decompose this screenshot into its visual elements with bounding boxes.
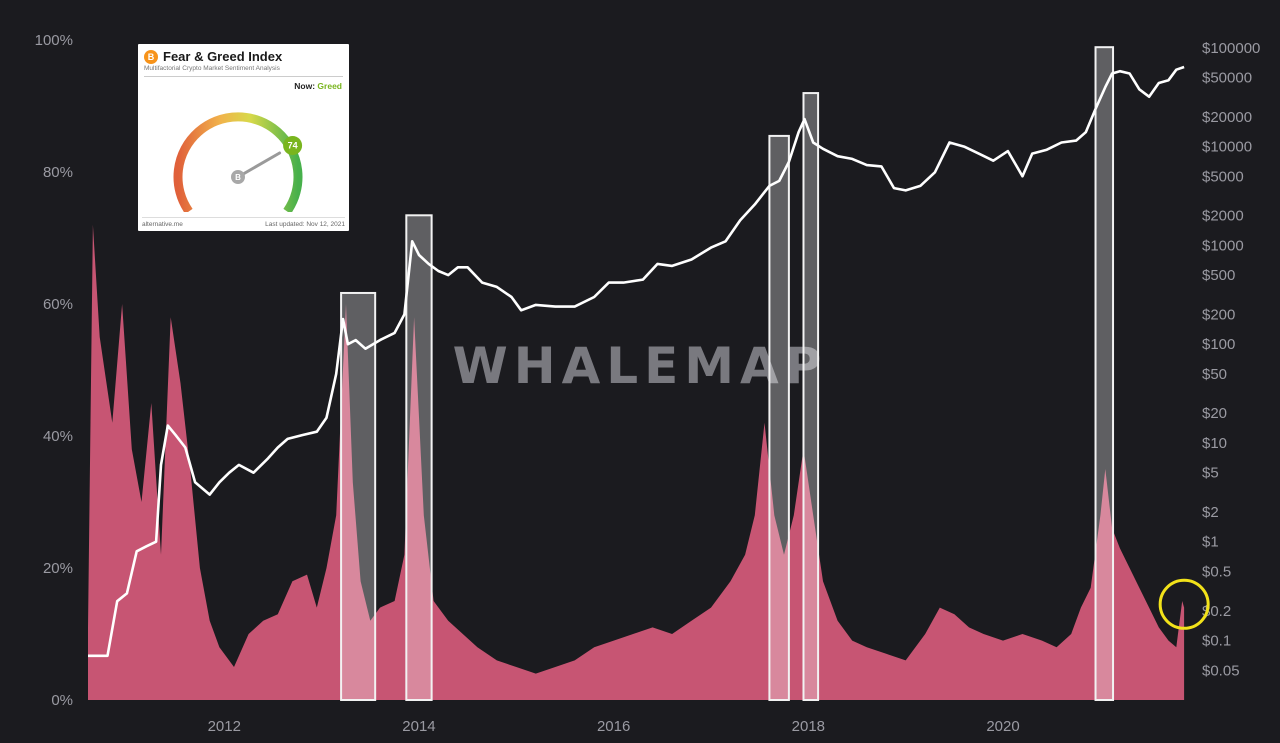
right-tick-label: $10 [1202, 435, 1227, 452]
last-updated: Last updated: Nov 12, 2021 [265, 221, 345, 228]
right-tick-label: $50000 [1202, 70, 1252, 87]
x-tick-label: 2018 [792, 718, 825, 735]
gauge-arc [173, 112, 303, 212]
right-tick-label: $5000 [1202, 168, 1244, 185]
x-tick-label: 2016 [597, 718, 630, 735]
right-tick-label: $20 [1202, 405, 1227, 422]
hub-bitcoin-icon: B [235, 173, 241, 182]
highlight-box [768, 134, 790, 702]
footer-divider [142, 217, 345, 218]
price-line-series [88, 65, 1185, 658]
percent-area-series [88, 224, 1185, 701]
widget-divider [144, 76, 343, 77]
source-label: alternative.me [142, 221, 183, 228]
left-tick-label: 60% [43, 296, 73, 313]
widget-footer: alternative.me Last updated: Nov 12, 202… [138, 221, 349, 228]
widget-subtitle: Multifactorial Crypto Market Sentiment A… [144, 65, 280, 72]
percent-area [88, 224, 1185, 701]
watermark: WHALEMAP [453, 337, 828, 395]
index-value: 74 [288, 141, 298, 151]
right-tick-label: $20000 [1202, 109, 1252, 126]
now-status: Now: Greed [138, 77, 349, 91]
gauge-hub [231, 170, 245, 184]
right-tick-label: $0.05 [1202, 662, 1240, 679]
highlight-box [405, 214, 433, 701]
right-axis: $0.05$0.1$0.2$0.5$1$2$5$10$20$50$100$200… [1202, 40, 1260, 679]
right-tick-label: $100000 [1202, 40, 1260, 57]
highlight-box [802, 92, 820, 702]
fear-greed-widget: B Fear & Greed Index Multifactorial Cryp… [138, 44, 349, 231]
left-axis: 0% 20% 40% 60% 80% 100% [35, 32, 73, 709]
right-tick-label: $0.5 [1202, 563, 1231, 580]
x-axis: 2012 2014 2016 2018 2020 [208, 718, 1020, 735]
widget-header: B Fear & Greed Index [138, 44, 349, 64]
right-tick-label: $200 [1202, 306, 1235, 323]
right-tick-label: $1000 [1202, 237, 1244, 254]
left-tick-label: 80% [43, 164, 73, 181]
right-tick-label: $100 [1202, 336, 1235, 353]
circle-annotation [1158, 578, 1210, 630]
now-label: Now: [294, 81, 316, 91]
right-tick-label: $5 [1202, 465, 1219, 482]
right-tick-label: $2 [1202, 504, 1219, 521]
value-badge [283, 136, 303, 155]
right-tick-label: $50 [1202, 366, 1227, 383]
left-tick-label: 0% [51, 692, 73, 709]
classification-label: Greed [317, 81, 342, 91]
gauge-needle [236, 151, 282, 179]
gauge: B 74 [173, 112, 303, 212]
x-tick-label: 2020 [986, 718, 1019, 735]
right-tick-label: $1 [1202, 534, 1219, 551]
x-tick-label: 2014 [402, 718, 435, 735]
right-tick-label: $0.1 [1202, 633, 1231, 650]
highlight-box [1094, 46, 1115, 701]
right-tick-label: $10000 [1202, 139, 1252, 156]
left-tick-label: 20% [43, 560, 73, 577]
highlight-box [340, 291, 377, 701]
highlight-ranges [340, 46, 1115, 702]
left-tick-label: 100% [35, 32, 73, 49]
left-tick-label: 40% [43, 428, 73, 445]
highlight-circle [1158, 578, 1210, 630]
widget-title: Fear & Greed Index [163, 49, 283, 64]
bitcoin-icon: B [144, 49, 158, 64]
price-line [88, 65, 1185, 658]
x-tick-label: 2012 [208, 718, 241, 735]
right-tick-label: $500 [1202, 267, 1235, 284]
right-tick-label: $2000 [1202, 208, 1244, 225]
